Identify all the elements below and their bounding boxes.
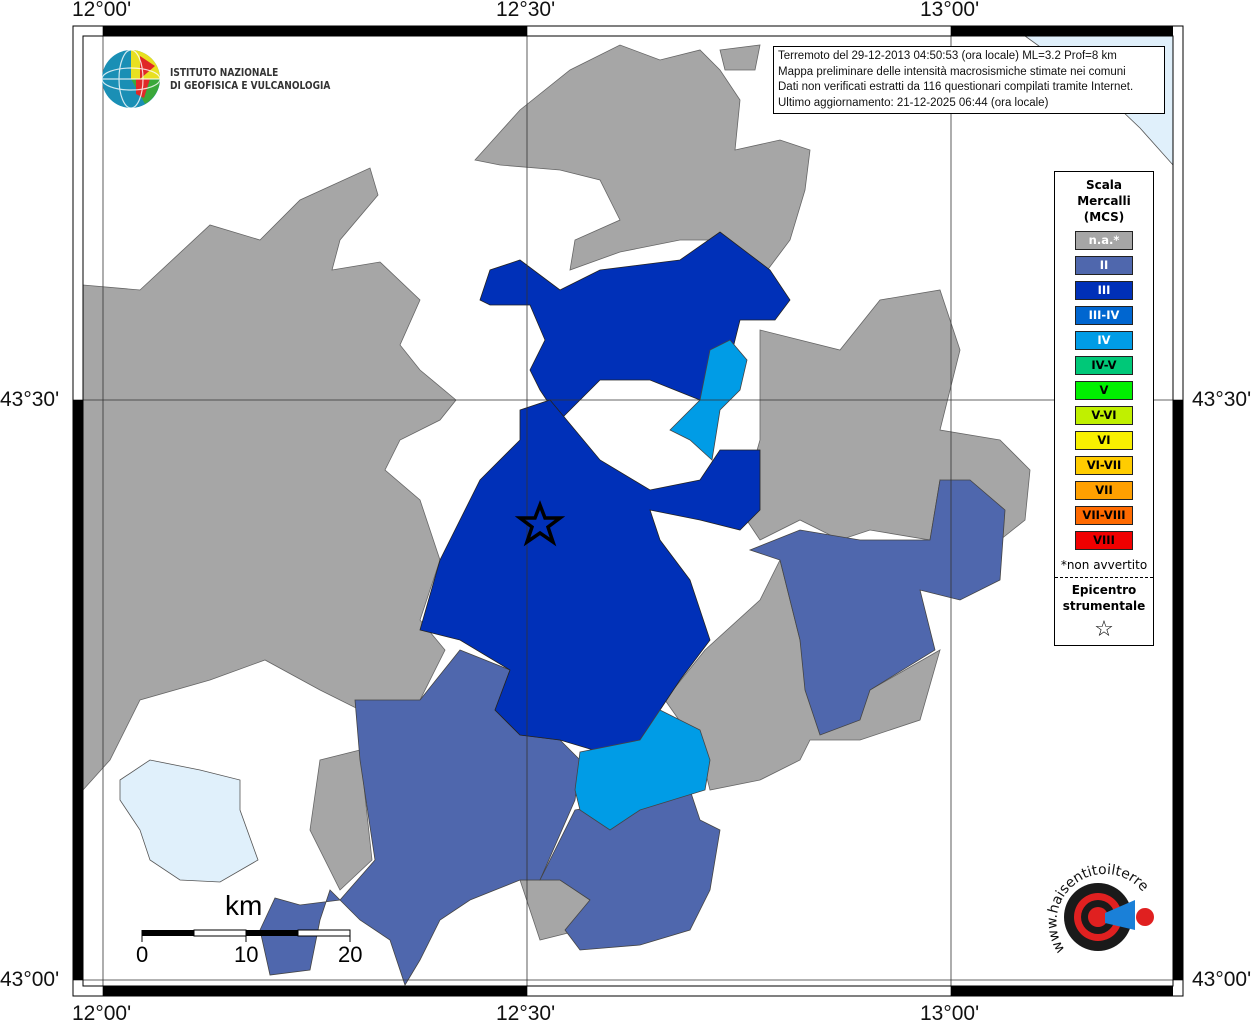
ingv-logo: ISTITUTO NAZIONALE DI GEOFISICA E VULCAN… xyxy=(100,48,366,110)
event-info-box: Terremoto del 29-12-2013 04:50:53 (ora l… xyxy=(773,46,1165,114)
legend-title: (MCS) xyxy=(1083,210,1125,224)
tick-bottom-3: 13°00' xyxy=(920,1002,980,1025)
legend-swatch: VII xyxy=(1075,481,1133,500)
globe-icon xyxy=(101,49,161,109)
epicenter-star-icon xyxy=(514,500,566,547)
legend-swatch: VI xyxy=(1075,431,1133,450)
ingv-name-line1: ISTITUTO NAZIONALE xyxy=(170,66,279,79)
event-info-line: Mappa preliminare delle intensità macros… xyxy=(778,65,1126,78)
scale-unit: km xyxy=(225,890,263,921)
regions-intensity-II xyxy=(259,479,1006,986)
tick-bottom-1: 12°00' xyxy=(72,1002,132,1025)
tick-right-1: 43°30' xyxy=(1192,388,1252,411)
tick-right-2: 43°00' xyxy=(1192,968,1252,991)
tick-left-1: 43°30' xyxy=(0,388,60,411)
scale-bar-graphic xyxy=(141,929,351,942)
legend-title: Mercalli xyxy=(1077,194,1131,208)
tick-top-3: 13°00' xyxy=(920,0,980,21)
legend-epicenter-label: Epicentro xyxy=(1071,583,1137,597)
regions-not-felt xyxy=(82,44,1031,941)
scale-label: 10 xyxy=(234,942,259,967)
legend-epicenter-label: strumentale xyxy=(1062,599,1146,613)
event-info-line: Ultimo aggiornamento: 21-12-2025 06:44 (… xyxy=(778,96,1049,109)
event-info-line: Dati non verificati estratti da 116 ques… xyxy=(778,81,1134,93)
legend-swatch: V xyxy=(1075,381,1133,400)
legend-divider xyxy=(1055,577,1153,578)
legend-swatch: VI-VII xyxy=(1075,456,1133,475)
legend-title: Scala xyxy=(1085,178,1123,192)
legend-note: *non avvertito xyxy=(1060,558,1148,572)
hsit-logo: www.haisentitoilterremoto.it xyxy=(1028,843,1165,975)
legend-star-icon: ☆ xyxy=(1094,617,1114,642)
map-frame xyxy=(72,25,1184,997)
event-info-line: Terremoto del 29-12-2013 04:50:53 (ora l… xyxy=(778,50,1117,62)
tick-top-2: 12°30' xyxy=(496,0,556,21)
legend-swatch: III-IV xyxy=(1075,306,1133,325)
graticule xyxy=(73,26,1183,996)
mcs-legend: Scala Mercalli (MCS) n.a.* II III III-IV IV I… xyxy=(1054,171,1154,646)
legend-swatch: IV xyxy=(1075,331,1133,350)
hsit-target-icon: www.haisentitoilterremoto.it xyxy=(1028,843,1154,956)
tick-top-1: 12°00' xyxy=(72,0,132,21)
legend-swatch: III xyxy=(1075,281,1133,300)
scale-label: 20 xyxy=(338,942,363,967)
legend-swatch: VIII xyxy=(1075,531,1133,550)
legend-swatch: II xyxy=(1075,256,1133,275)
legend-swatch: V-VI xyxy=(1075,406,1133,425)
legend-swatch: IV-V xyxy=(1075,356,1133,375)
ingv-name-line2: DI GEOFISICA E VULCANOLOGIA xyxy=(170,79,331,92)
tick-left-2: 43°00' xyxy=(0,968,60,991)
tick-bottom-2: 12°30' xyxy=(496,1002,556,1025)
legend-swatch: n.a.* xyxy=(1075,231,1133,250)
legend-swatch: VII-VIII xyxy=(1075,506,1133,525)
scale-label: 0 xyxy=(136,942,149,967)
lake-trasimeno xyxy=(119,759,259,883)
